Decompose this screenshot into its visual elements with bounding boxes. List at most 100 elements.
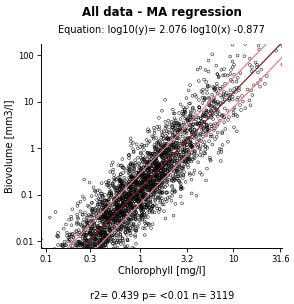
Point bbox=[53, 209, 58, 214]
Point bbox=[61, 246, 66, 251]
Point bbox=[162, 141, 167, 146]
Point bbox=[117, 204, 122, 209]
Point bbox=[83, 260, 88, 265]
Point bbox=[172, 146, 176, 151]
Point bbox=[167, 122, 172, 127]
Point bbox=[108, 210, 112, 215]
Point bbox=[83, 236, 87, 241]
Point bbox=[224, 91, 229, 95]
Point bbox=[87, 238, 92, 243]
Point bbox=[189, 132, 194, 136]
Point bbox=[180, 127, 185, 132]
Point bbox=[151, 171, 155, 175]
Point bbox=[122, 188, 126, 193]
Point bbox=[99, 240, 104, 245]
Point bbox=[161, 171, 166, 176]
Point bbox=[187, 136, 192, 140]
Point bbox=[140, 206, 144, 210]
Point bbox=[171, 145, 176, 150]
Point bbox=[115, 193, 119, 198]
Point bbox=[121, 217, 126, 222]
Point bbox=[169, 198, 174, 203]
Point bbox=[203, 151, 208, 156]
Point bbox=[72, 254, 77, 259]
Point bbox=[106, 238, 111, 243]
Point bbox=[170, 155, 174, 160]
Point bbox=[155, 176, 159, 181]
Point bbox=[53, 271, 58, 276]
Point bbox=[129, 188, 134, 192]
Point bbox=[147, 179, 151, 184]
Point bbox=[126, 217, 131, 222]
Point bbox=[148, 152, 153, 157]
Point bbox=[81, 224, 86, 229]
Point bbox=[167, 164, 171, 169]
Point bbox=[97, 249, 102, 254]
Point bbox=[72, 261, 76, 265]
Point bbox=[100, 238, 105, 243]
Point bbox=[231, 90, 236, 95]
Point bbox=[117, 208, 122, 212]
Point bbox=[39, 301, 43, 304]
Point bbox=[131, 195, 135, 200]
Point bbox=[160, 172, 165, 177]
Point bbox=[111, 241, 115, 246]
Point bbox=[154, 176, 159, 181]
Point bbox=[107, 226, 112, 231]
Point bbox=[166, 195, 170, 200]
Point bbox=[201, 130, 205, 135]
Point bbox=[123, 168, 128, 173]
Point bbox=[39, 280, 43, 285]
Text: All data - MA regression: All data - MA regression bbox=[82, 6, 242, 19]
Point bbox=[68, 259, 73, 264]
Point bbox=[165, 142, 169, 147]
Point bbox=[188, 115, 193, 119]
Point bbox=[94, 261, 98, 265]
Point bbox=[164, 161, 169, 166]
Point bbox=[92, 233, 96, 238]
Point bbox=[146, 169, 151, 174]
Point bbox=[93, 229, 98, 234]
Point bbox=[198, 116, 203, 121]
Point bbox=[92, 222, 97, 227]
Point bbox=[108, 212, 113, 217]
Point bbox=[197, 105, 202, 110]
Point bbox=[121, 215, 126, 219]
Point bbox=[115, 236, 119, 240]
Point bbox=[82, 224, 87, 229]
Point bbox=[197, 146, 202, 151]
Point bbox=[103, 215, 108, 220]
Point bbox=[166, 168, 170, 173]
Point bbox=[173, 126, 178, 131]
Point bbox=[97, 216, 101, 221]
Point bbox=[83, 261, 87, 266]
Point bbox=[157, 176, 162, 181]
Point bbox=[108, 226, 113, 231]
Point bbox=[66, 260, 71, 264]
Point bbox=[39, 301, 43, 304]
Point bbox=[191, 155, 196, 160]
Point bbox=[101, 223, 106, 228]
Point bbox=[162, 160, 166, 164]
Point bbox=[158, 174, 163, 179]
Point bbox=[227, 98, 231, 103]
Point bbox=[198, 170, 202, 175]
Point bbox=[44, 298, 48, 303]
Point bbox=[130, 180, 135, 185]
Point bbox=[149, 206, 154, 211]
Point bbox=[117, 218, 122, 223]
Point bbox=[208, 108, 213, 113]
Point bbox=[122, 203, 127, 208]
Point bbox=[131, 180, 136, 185]
Point bbox=[39, 285, 43, 290]
Point bbox=[188, 113, 192, 118]
Point bbox=[206, 112, 211, 117]
Point bbox=[99, 229, 104, 234]
Point bbox=[131, 195, 136, 200]
Point bbox=[120, 203, 124, 208]
Point bbox=[174, 166, 179, 171]
Point bbox=[165, 183, 170, 188]
Point bbox=[137, 197, 142, 202]
Point bbox=[92, 233, 97, 238]
Point bbox=[98, 237, 103, 242]
